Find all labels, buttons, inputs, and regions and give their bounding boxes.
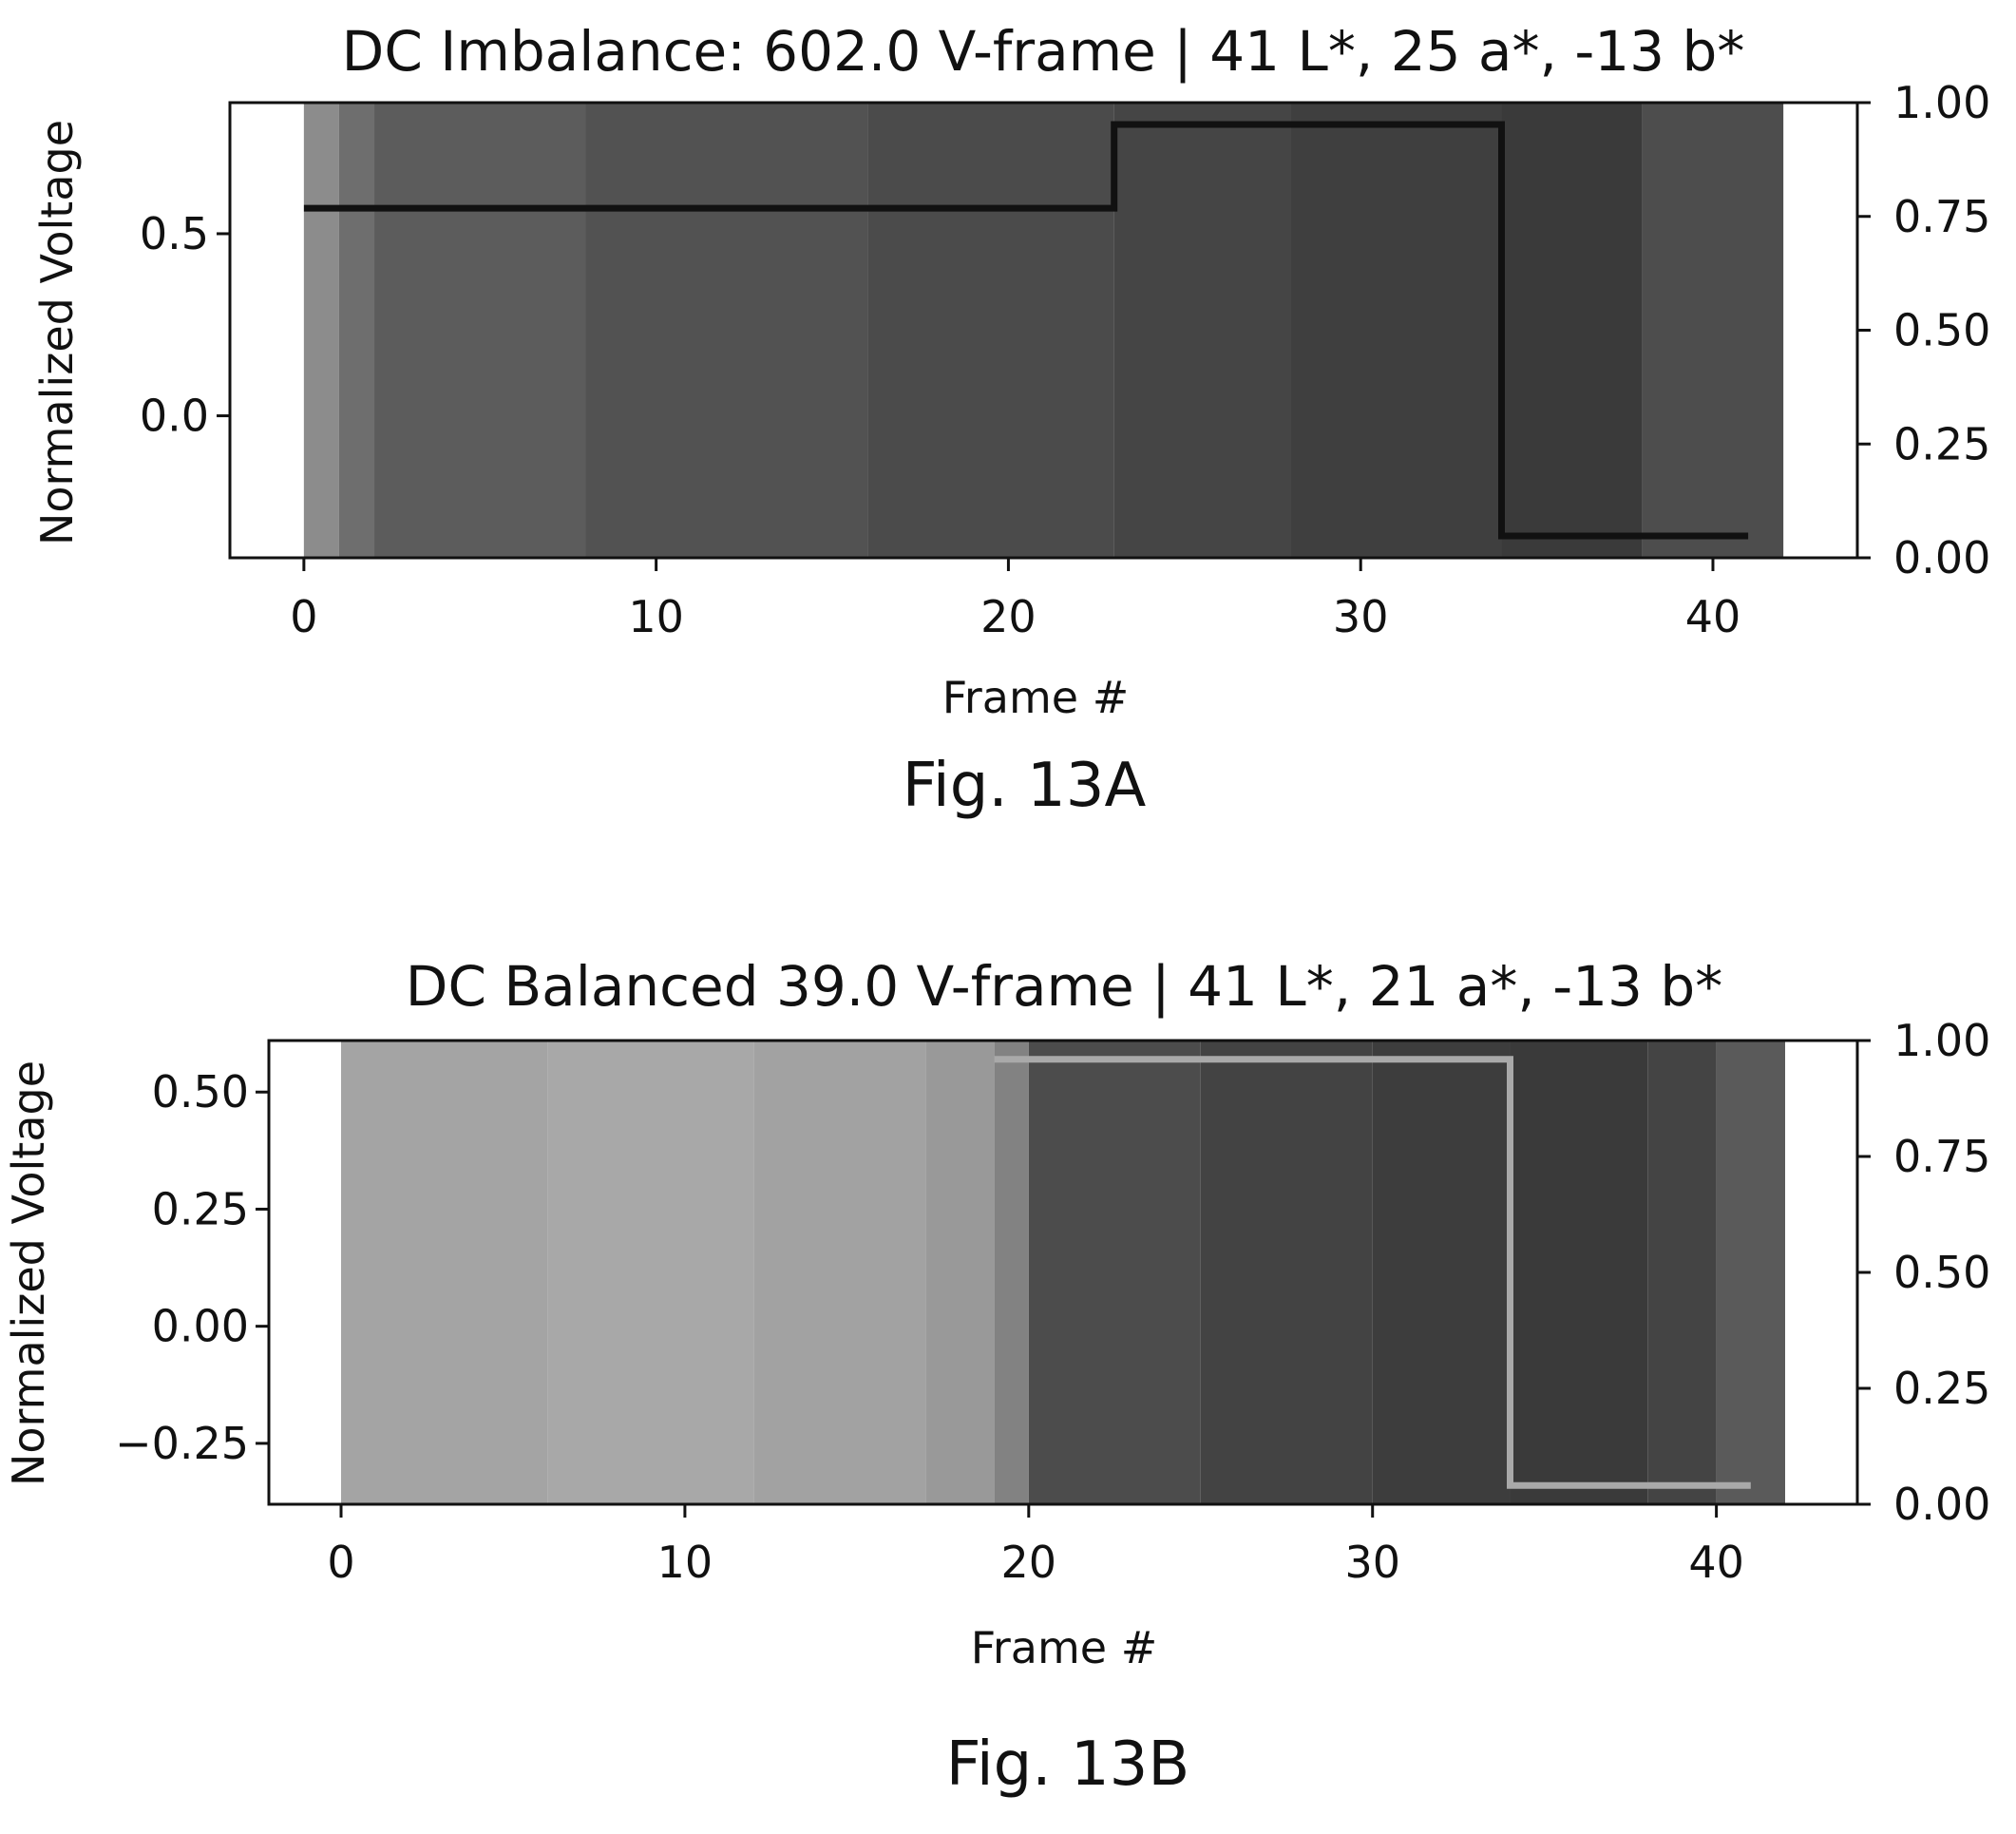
chart-panel-13a: DC Imbalance: 602.0 V-frame | 41 L*, 25 …	[31, 19, 1990, 821]
x-tick-label: 30	[1344, 1537, 1400, 1588]
y-tick-label: 0.50	[152, 1066, 249, 1118]
figure-caption-13a: Fig. 13A	[903, 751, 1147, 821]
y-axis-label-13a: Normalized Voltage	[31, 120, 83, 545]
x-tick-label: 40	[1688, 1537, 1744, 1588]
frame-color-strip	[1647, 1041, 1717, 1504]
series-line-13b	[994, 1056, 1751, 1489]
chart-title-13a: DC Imbalance: 602.0 V-frame | 41 L*, 25 …	[342, 19, 1745, 84]
chart-panel-13b: DC Balanced 39.0 V-frame | 41 L*, 21 a*,…	[3, 954, 1990, 1800]
frame-color-strip	[1510, 1041, 1648, 1504]
y-tick-label: 0.5	[140, 208, 209, 259]
y2-tick-label: 0.25	[1893, 418, 1990, 469]
frame-color-strip	[585, 103, 868, 558]
y2-tick-label: 0.75	[1893, 1131, 1990, 1182]
y2-tick-label: 0.75	[1893, 191, 1990, 242]
y-axis-label-13b: Normalized Voltage	[3, 1060, 54, 1486]
frame-color-strip	[1501, 103, 1643, 558]
y-tick-label: 0.0	[140, 391, 209, 442]
x-tick-label: 10	[657, 1537, 713, 1588]
frame-color-strip	[1642, 103, 1784, 558]
y2-tick-label: 1.00	[1893, 1015, 1990, 1066]
frame-color-strip	[867, 103, 1114, 558]
frame-color-strip	[925, 1041, 995, 1504]
series-line-13a	[303, 121, 1749, 540]
y2-tick-label: 0.00	[1893, 532, 1990, 583]
frame-color-strip	[1200, 1041, 1373, 1504]
frame-color-strip	[994, 1041, 1029, 1504]
frame-color-strip	[1028, 1041, 1201, 1504]
x-tick-label: 0	[290, 591, 317, 642]
x-tick-label: 20	[1001, 1537, 1057, 1588]
frame-color-strip	[1290, 103, 1502, 558]
x-tick-label: 0	[327, 1537, 354, 1588]
y-tick-label: 0.25	[152, 1183, 249, 1234]
frame-color-strip	[753, 1041, 926, 1504]
x-axis-label-13a: Frame #	[942, 672, 1130, 723]
frame-color-strip	[303, 103, 339, 558]
frame-color-strip	[374, 103, 586, 558]
y2-tick-label: 0.50	[1893, 1247, 1990, 1298]
frame-color-strip	[338, 103, 375, 558]
y2-tick-label: 0.25	[1893, 1363, 1990, 1414]
frame-color-strip	[1372, 1041, 1511, 1504]
frame-color-strip	[547, 1041, 754, 1504]
chart-title-13b: DC Balanced 39.0 V-frame | 41 L*, 21 a*,…	[406, 954, 1722, 1019]
y2-tick-label: 0.00	[1893, 1479, 1990, 1530]
y2-tick-label: 1.00	[1893, 77, 1990, 128]
x-tick-label: 40	[1685, 591, 1741, 642]
frame-color-strip	[341, 1041, 548, 1504]
y2-tick-label: 0.50	[1893, 305, 1990, 356]
x-axis-label-13b: Frame #	[971, 1622, 1158, 1673]
frame-color-strip	[1113, 103, 1291, 558]
y-tick-label: 0.00	[152, 1301, 249, 1352]
x-tick-label: 30	[1333, 591, 1389, 642]
x-tick-label: 20	[980, 591, 1037, 642]
x-tick-label: 10	[628, 591, 684, 642]
y-tick-label: −0.25	[115, 1418, 249, 1469]
figure-caption-13b: Fig. 13B	[946, 1729, 1190, 1800]
frame-color-strip	[1716, 1041, 1785, 1504]
